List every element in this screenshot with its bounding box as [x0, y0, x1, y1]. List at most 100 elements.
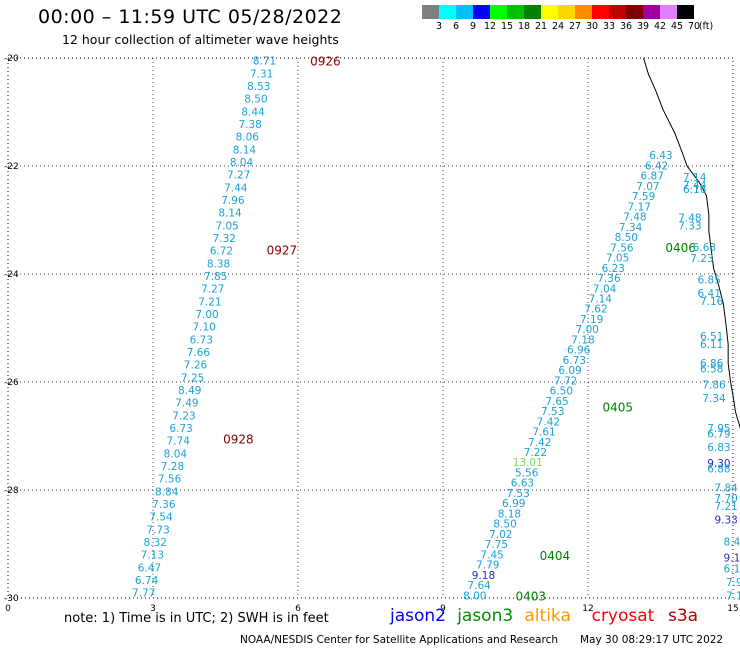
credit-text: NOAA/NESDIS Center for Satellite Applica…	[240, 634, 558, 646]
swh-value: 7.14	[589, 293, 613, 305]
satellite-altika: altika	[524, 606, 571, 626]
swh-value: 7.86	[702, 380, 726, 392]
legend-swatch-30	[575, 5, 592, 19]
swh-value: 7.27	[227, 170, 250, 182]
satellite-s3a: s3a	[668, 606, 699, 626]
swh-value: 7.53	[506, 488, 529, 500]
swh-value: 7.95	[707, 423, 730, 435]
swh-value: 7.62	[584, 304, 607, 316]
swh-value: 7.14	[683, 172, 707, 184]
swh-value: 7.34	[702, 393, 726, 405]
swh-value: 7.25	[181, 372, 204, 384]
swh-value: 6.73	[563, 355, 586, 367]
swh-value: 6.85	[698, 274, 721, 286]
swh-value: 7.44	[683, 180, 707, 192]
swh-value: 6.63	[693, 242, 716, 254]
lon-tick-label: 15	[727, 604, 738, 614]
swh-value: 7.70	[714, 493, 737, 505]
legend-label-36: 36	[619, 21, 633, 32]
swh-value: 6.50	[550, 386, 573, 398]
lat-tick-label: -22	[4, 162, 19, 172]
map-frame	[7, 57, 734, 599]
swh-value: 13.01	[513, 457, 543, 469]
lat-tick-label: -28	[4, 486, 19, 496]
legend-label-6: 6	[452, 21, 460, 32]
swh-value: 6.86	[700, 358, 724, 370]
swh-value: 7.23	[172, 410, 195, 422]
swh-value: 7.42	[537, 416, 560, 428]
legend-label-70: 70	[687, 21, 701, 32]
swh-value: 8.06	[236, 132, 260, 144]
chart-title: 00:00 – 11:59 UTC 05/28/2022	[38, 6, 343, 28]
swh-value: 9.33	[714, 515, 737, 527]
swh-value: 7.28	[161, 461, 184, 473]
swh-value: 6.88	[707, 463, 730, 475]
swh-value: 7.26	[184, 360, 208, 372]
swh-value: 8.32	[144, 537, 167, 549]
swh-value: 7.18	[571, 334, 594, 346]
satellite-cryosat: cryosat	[591, 606, 655, 626]
swh-value: 6.43	[649, 150, 672, 162]
swh-value: 6.99	[502, 498, 525, 510]
legend-label-33: 33	[602, 21, 616, 32]
legend-swatch-18	[507, 5, 524, 19]
swh-value: 7.23	[690, 253, 713, 265]
lat-tick-label: -30	[4, 594, 19, 604]
timestamp: May 30 08:29:17 UTC 2022	[580, 634, 724, 646]
swh-value: 7.21	[714, 501, 737, 513]
swh-value: 7.02	[489, 529, 512, 541]
legend-label-24: 24	[551, 21, 565, 32]
swh-value: 8.14	[218, 208, 242, 220]
footer-credit: NOAA/NESDIS Center for Satellite Applica…	[240, 634, 723, 646]
swh-value: 6.72	[210, 246, 233, 258]
swh-value: 6.51	[700, 331, 723, 343]
swh-value: 8.4	[724, 536, 740, 548]
swh-value: 7.44	[224, 182, 248, 194]
swh-value: 8.18	[498, 508, 521, 520]
lon-tick-label: 3	[150, 604, 156, 614]
lon-tick-label: 6	[295, 604, 301, 614]
swh-value: 6.87	[641, 171, 664, 183]
swh-value: 7.61	[532, 427, 555, 439]
pass-time-label: 0928	[223, 433, 254, 447]
legend-swatch-24	[541, 5, 558, 19]
swh-value: 7.21	[198, 296, 221, 308]
swh-value: 5.56	[515, 467, 539, 479]
footer-note: note: 1) Time is in UTC; 2) SWH is in fe…	[64, 611, 329, 626]
swh-value: 7.84	[714, 482, 738, 494]
legend-swatch-42	[643, 5, 660, 19]
swh-value: 7.05	[215, 220, 238, 232]
coastline	[643, 57, 740, 429]
legend-swatch-39	[626, 5, 643, 19]
legend-swatch-9	[456, 5, 473, 19]
swh-value: 7.72	[554, 375, 577, 387]
swh-value: 6.09	[558, 365, 581, 377]
swh-value: 7.73	[146, 524, 169, 536]
swh-value: 8.50	[244, 94, 267, 106]
swh-value: 6.83	[707, 442, 730, 454]
swh-value: 6.42	[645, 160, 668, 172]
swh-value: 7.56	[158, 474, 182, 486]
legend-label-15: 15	[500, 21, 514, 32]
legend-swatch-36	[609, 5, 626, 19]
swh-value: 7.36	[152, 499, 176, 511]
swh-value: 8.49	[178, 385, 201, 397]
swh-value: 6.73	[169, 423, 192, 435]
swh-value: 9.1	[724, 553, 740, 565]
lat-tick-label: -24	[4, 270, 19, 280]
swh-value: 7.77	[132, 588, 155, 600]
swh-value: 7.54	[149, 512, 173, 524]
legend-swatch-3	[422, 5, 439, 19]
swh-value: 6.73	[190, 334, 213, 346]
swh-value: 7.27	[201, 284, 224, 296]
pass-time-label: 0927	[267, 244, 298, 258]
swh-value: 7.53	[541, 406, 564, 418]
legend-swatch-21	[524, 5, 541, 19]
swh-value: 7.85	[204, 271, 227, 283]
swh-value: 6.41	[698, 288, 721, 300]
swh-value: 6.96	[567, 345, 591, 357]
legend-label-3: 3	[435, 21, 443, 32]
swh-value: 7.49	[175, 398, 198, 410]
legend-label-39: 39	[636, 21, 650, 32]
